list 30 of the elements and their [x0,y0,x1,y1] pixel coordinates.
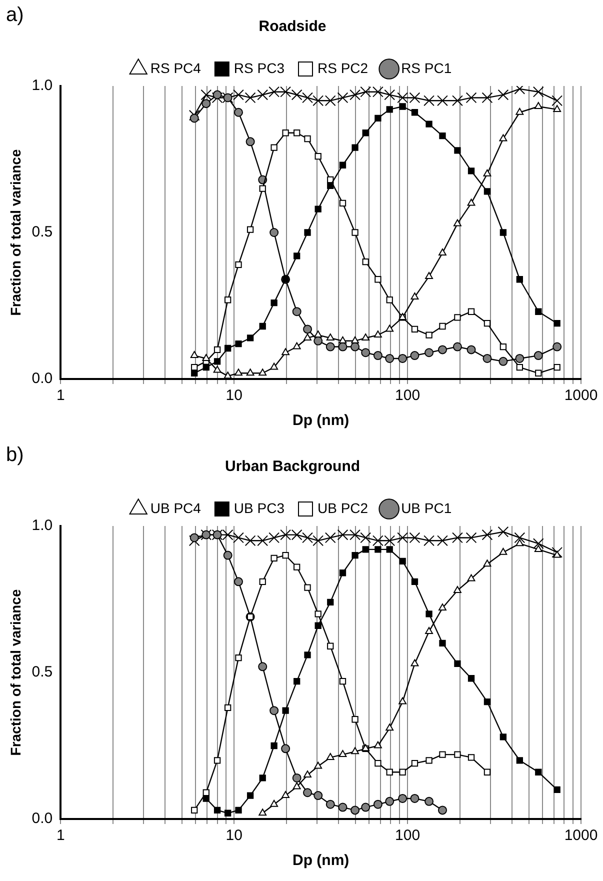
y-tick-label: 0.5 [32,224,53,241]
y-tick-label: 0.0 [32,370,53,388]
x-axis-title: Dp (nm) [292,412,350,430]
x-tick-label: 1 [56,387,65,404]
y-tick-label: 1.0 [32,77,53,94]
chart-title: Roadside [258,18,326,36]
text: b) [6,444,24,467]
legend-label: RS PC2 [318,60,368,76]
y-tick-label: 0.5 [32,664,53,681]
x-tick-label: 10 [226,387,242,404]
text: a) [6,4,24,27]
legend-label: UB PC1 [401,500,452,516]
y-tick-label: 0.0 [32,810,53,828]
x-tick-label: 1000 [564,827,598,844]
legend-label: RS PC1 [401,60,452,76]
legend-label: RS PC3 [234,60,285,76]
legend-label: UB PC4 [150,500,202,516]
x-tick-label: 1 [56,827,65,844]
legend-label: UB PC2 [318,500,368,516]
y-axis-title: Fraction of total variance [7,149,24,316]
x-axis-title: Dp (nm) [292,852,350,870]
x-tick-label: 100 [395,827,420,844]
legend-label: RS PC4 [150,60,202,76]
x-tick-label: 100 [395,387,420,404]
y-axis-title: Fraction of total variance [7,589,24,756]
legend-label: UB PC3 [234,500,285,516]
x-tick-label: 10 [226,827,242,844]
y-tick-label: 1.0 [32,517,53,534]
x-tick-label: 1000 [564,387,598,404]
chart-title: Urban Background [224,458,360,476]
